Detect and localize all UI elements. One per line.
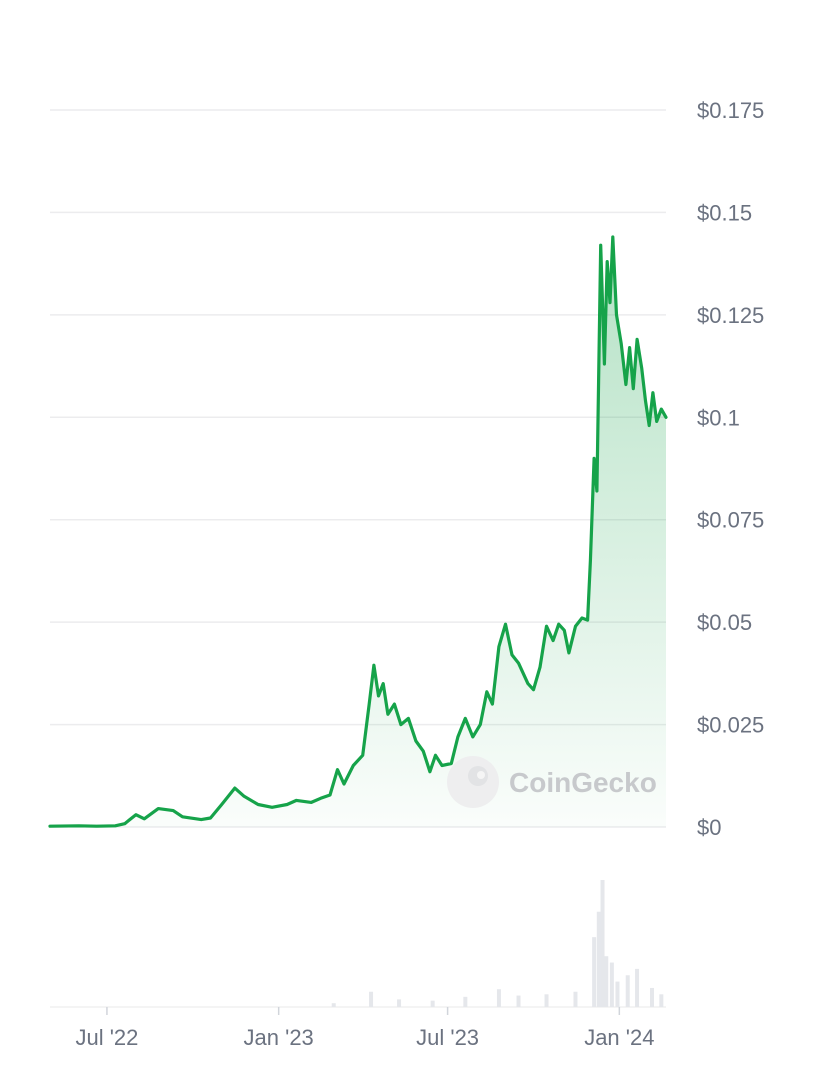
x-axis-labels: Jul '22 Jan '23 Jul '23 Jan '24: [75, 1007, 654, 1050]
coingecko-watermark: CoinGecko: [447, 756, 657, 808]
y-tick-label: $0: [697, 815, 721, 840]
volume-bar: [592, 937, 597, 1007]
y-tick-label: $0.025: [697, 713, 764, 738]
volume-bar: [496, 989, 501, 1007]
volume-bar: [650, 987, 654, 1007]
volume-bar: [463, 996, 468, 1007]
volume-bar: [659, 994, 664, 1007]
y-axis-labels: $0 $0.025 $0.05 $0.075 $0.1 $0.125 $0.15 $0.175: [697, 98, 764, 840]
volume-bar: [430, 1000, 435, 1007]
y-tick-label: $0.05: [697, 610, 752, 635]
y-tick-label: $0.075: [697, 508, 764, 533]
y-tick-label: $0.175: [697, 98, 764, 123]
volume-bar: [369, 991, 374, 1007]
y-tick-label: $0.1: [697, 405, 740, 430]
price-area: [50, 237, 666, 827]
volume-bar: [397, 999, 402, 1007]
volume-bar: [625, 975, 630, 1007]
volume-bar: [331, 1003, 336, 1007]
x-tick-label: Jan '24: [584, 1025, 654, 1050]
volume-bar: [573, 991, 578, 1007]
x-tick-label: Jan '23: [244, 1025, 314, 1050]
volume-bar: [604, 956, 609, 1007]
volume-bar: [516, 995, 521, 1007]
volume-bar: [596, 911, 601, 1007]
y-tick-label: $0.125: [697, 303, 764, 328]
volume-bar: [615, 981, 620, 1007]
grid-lines: [50, 109, 666, 828]
x-tick-label: Jul '23: [416, 1025, 479, 1050]
price-line: [48, 235, 668, 828]
y-tick-label: $0.15: [697, 200, 752, 225]
volume-bar: [609, 962, 614, 1007]
volume-bar: [635, 968, 640, 1007]
watermark-text: CoinGecko: [509, 767, 657, 798]
volume-bars: [331, 880, 664, 1007]
volume-bar: [544, 994, 549, 1007]
volume-bar: [600, 880, 605, 1007]
x-tick-label: Jul '22: [75, 1025, 138, 1050]
